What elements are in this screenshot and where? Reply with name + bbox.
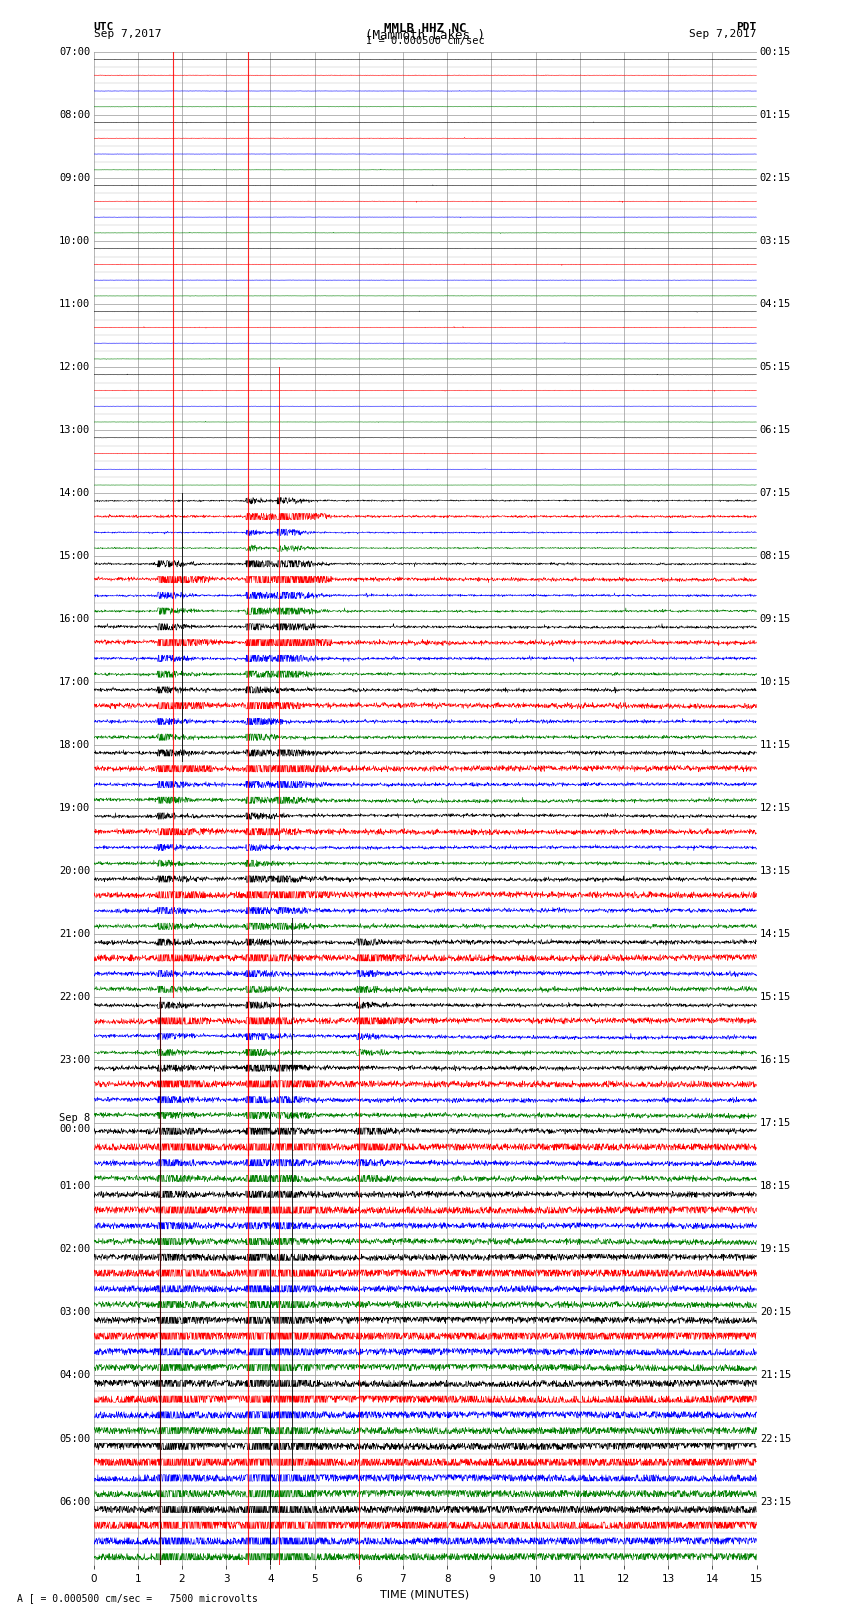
X-axis label: TIME (MINUTES): TIME (MINUTES) — [381, 1589, 469, 1598]
Text: 01:15: 01:15 — [760, 110, 791, 119]
Text: 05:00: 05:00 — [59, 1434, 90, 1444]
Text: 09:00: 09:00 — [59, 173, 90, 182]
Text: 13:15: 13:15 — [760, 866, 791, 876]
Text: 04:15: 04:15 — [760, 298, 791, 308]
Text: MMLB HHZ NC: MMLB HHZ NC — [383, 23, 467, 35]
Text: 05:15: 05:15 — [760, 361, 791, 373]
Text: 11:00: 11:00 — [59, 298, 90, 308]
Text: 02:15: 02:15 — [760, 173, 791, 182]
Text: 12:15: 12:15 — [760, 803, 791, 813]
Text: 08:15: 08:15 — [760, 552, 791, 561]
Text: 15:00: 15:00 — [59, 552, 90, 561]
Text: 20:15: 20:15 — [760, 1308, 791, 1318]
Text: 14:15: 14:15 — [760, 929, 791, 939]
Text: 16:00: 16:00 — [59, 615, 90, 624]
Text: 17:15: 17:15 — [760, 1118, 791, 1129]
Text: 21:15: 21:15 — [760, 1371, 791, 1381]
Text: 11:15: 11:15 — [760, 740, 791, 750]
Text: 16:15: 16:15 — [760, 1055, 791, 1065]
Text: 19:15: 19:15 — [760, 1244, 791, 1255]
Text: 14:00: 14:00 — [59, 487, 90, 498]
Text: 01:00: 01:00 — [59, 1181, 90, 1192]
Text: (Mammoth Lakes ): (Mammoth Lakes ) — [365, 29, 485, 42]
Text: 19:00: 19:00 — [59, 803, 90, 813]
Text: 13:00: 13:00 — [59, 424, 90, 436]
Text: Sep 7,2017: Sep 7,2017 — [689, 29, 756, 39]
Text: 10:00: 10:00 — [59, 235, 90, 245]
Text: I = 0.000500 cm/sec: I = 0.000500 cm/sec — [366, 37, 484, 47]
Text: 12:00: 12:00 — [59, 361, 90, 373]
Text: 20:00: 20:00 — [59, 866, 90, 876]
Text: 18:00: 18:00 — [59, 740, 90, 750]
Text: Sep 7,2017: Sep 7,2017 — [94, 29, 161, 39]
Text: 07:15: 07:15 — [760, 487, 791, 498]
Text: 15:15: 15:15 — [760, 992, 791, 1002]
Text: 10:15: 10:15 — [760, 677, 791, 687]
Text: 07:00: 07:00 — [59, 47, 90, 56]
Text: 22:15: 22:15 — [760, 1434, 791, 1444]
Text: PDT: PDT — [736, 23, 756, 32]
Text: Sep 8
00:00: Sep 8 00:00 — [59, 1113, 90, 1134]
Text: 09:15: 09:15 — [760, 615, 791, 624]
Text: 18:15: 18:15 — [760, 1181, 791, 1192]
Text: 17:00: 17:00 — [59, 677, 90, 687]
Text: 21:00: 21:00 — [59, 929, 90, 939]
Text: 03:15: 03:15 — [760, 235, 791, 245]
Text: 06:00: 06:00 — [59, 1497, 90, 1507]
Text: 23:15: 23:15 — [760, 1497, 791, 1507]
Text: 08:00: 08:00 — [59, 110, 90, 119]
Text: 02:00: 02:00 — [59, 1244, 90, 1255]
Text: 00:15: 00:15 — [760, 47, 791, 56]
Text: 22:00: 22:00 — [59, 992, 90, 1002]
Text: A [ = 0.000500 cm/sec =   7500 microvolts: A [ = 0.000500 cm/sec = 7500 microvolts — [17, 1594, 258, 1603]
Text: 23:00: 23:00 — [59, 1055, 90, 1065]
Text: 04:00: 04:00 — [59, 1371, 90, 1381]
Text: UTC: UTC — [94, 23, 114, 32]
Text: 06:15: 06:15 — [760, 424, 791, 436]
Text: 03:00: 03:00 — [59, 1308, 90, 1318]
